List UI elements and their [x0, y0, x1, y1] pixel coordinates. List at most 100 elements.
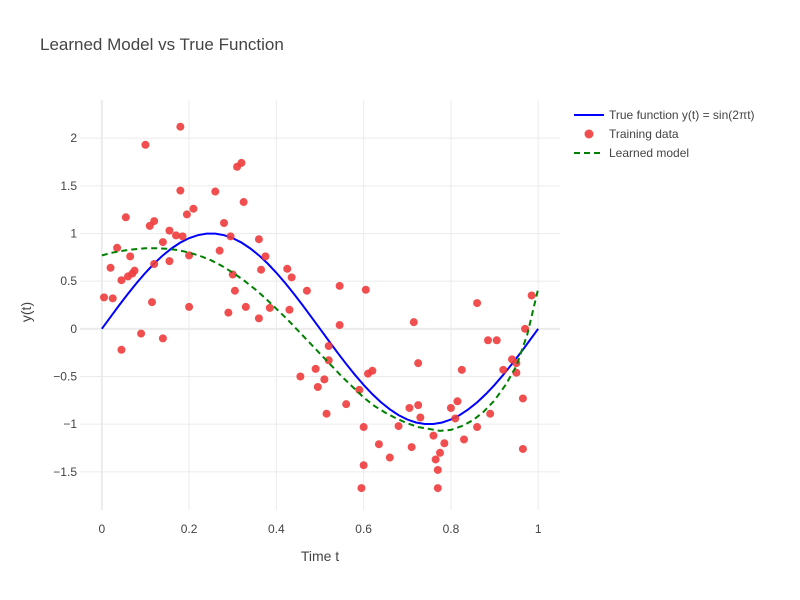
training-data-point	[374, 440, 383, 449]
training-data-point	[296, 372, 305, 381]
y-tick-label: 1	[70, 226, 77, 240]
training-data-point	[283, 264, 292, 273]
training-data-point	[137, 329, 146, 338]
y-tick-label: 1.5	[60, 179, 77, 193]
legend-item-true-function[interactable]: True function y(t) = sin(2πt)	[574, 108, 755, 122]
training-data-point	[176, 122, 185, 131]
y-tick-label: −1.5	[53, 465, 77, 479]
training-data-point	[457, 365, 466, 374]
learned-model-series	[101, 247, 540, 432]
training-data-point	[499, 365, 508, 374]
training-data-point	[335, 281, 344, 290]
training-data-point	[357, 484, 366, 493]
training-data-point	[126, 252, 135, 261]
training-data-point	[285, 305, 294, 314]
plot-traces	[100, 122, 540, 493]
training-data-point	[239, 198, 248, 207]
training-data-point	[361, 285, 370, 294]
training-data-point	[165, 257, 174, 266]
training-data-point	[150, 217, 159, 226]
legend[interactable]: True function y(t) = sin(2πt) Training d…	[574, 108, 755, 160]
x-tick-label: 0.2	[181, 522, 198, 536]
training-data-point	[355, 385, 364, 394]
training-data-point	[433, 484, 442, 493]
training-data-point	[394, 422, 403, 431]
training-data-point	[158, 334, 167, 343]
training-data-point	[182, 210, 191, 219]
training-data-point	[414, 401, 423, 410]
x-tick-label: 0.6	[355, 522, 372, 536]
training-data-point	[335, 321, 344, 330]
y-tick-label: 0	[70, 322, 77, 336]
training-data-point	[130, 266, 139, 275]
training-data-point	[431, 455, 440, 464]
training-data-point	[100, 293, 108, 302]
training-data-point	[518, 394, 527, 403]
training-data-point	[230, 286, 239, 295]
training-data-point	[460, 435, 468, 444]
legend-label: Learned model	[609, 146, 689, 160]
y-axis-label: y(t)	[18, 302, 34, 322]
y-tick-label: −0.5	[53, 370, 77, 384]
true-function-series	[101, 232, 539, 425]
training-data-point	[117, 276, 126, 285]
training-data-point	[436, 448, 444, 457]
training-data-point	[165, 226, 174, 235]
training-data-point	[440, 439, 449, 448]
y-tick-label: 2	[70, 131, 77, 145]
training-data-point	[158, 238, 167, 247]
training-data-point	[492, 336, 501, 345]
training-data-point	[254, 235, 263, 244]
training-data-point	[313, 383, 322, 391]
y-tick-label: 0.5	[60, 274, 77, 288]
x-tick-labels: 0 0.2 0.4 0.6 0.8 1	[98, 522, 541, 536]
training-data-point	[257, 265, 266, 274]
training-data-point	[473, 423, 482, 432]
training-data-point	[176, 186, 185, 195]
training-data-point	[265, 303, 274, 312]
legend-item-training-data[interactable]: Training data	[584, 127, 679, 141]
training-data-point	[211, 187, 220, 196]
x-axis-label: Time t	[301, 548, 339, 564]
training-data-point	[521, 324, 530, 333]
training-data-point	[121, 213, 130, 222]
training-data-point	[409, 318, 418, 327]
chart-title: Learned Model vs True Function	[40, 35, 284, 54]
training-data-point	[473, 299, 482, 308]
training-data-point	[226, 232, 235, 241]
training-data-point	[324, 356, 333, 365]
training-data-point	[215, 246, 224, 255]
training-data-point	[220, 219, 228, 227]
training-data-point	[368, 366, 377, 375]
legend-label: True function y(t) = sin(2πt)	[609, 108, 755, 122]
training-data-point	[405, 403, 414, 412]
training-data-point	[150, 260, 159, 268]
training-data-point	[486, 409, 495, 418]
grid-lines	[80, 100, 560, 510]
training-data-point	[113, 243, 122, 252]
learned-model-line	[101, 247, 540, 432]
training-data-point	[302, 286, 311, 295]
training-data-point	[311, 364, 320, 373]
legend-item-learned-model[interactable]: Learned model	[574, 146, 689, 160]
training-data-point	[518, 444, 527, 453]
x-tick-label: 0.4	[268, 522, 285, 536]
x-tick-label: 0	[98, 522, 105, 536]
training-data-point	[407, 443, 416, 452]
training-data-point	[527, 291, 536, 300]
training-data-point	[320, 375, 329, 384]
training-data-point	[172, 231, 180, 240]
legend-marker-icon	[584, 129, 594, 139]
training-data-point	[141, 140, 150, 149]
training-data-point	[108, 294, 117, 303]
training-data-point	[322, 409, 331, 418]
training-data-point	[451, 414, 460, 423]
training-data-point	[189, 204, 198, 213]
training-data-point	[359, 461, 368, 470]
training-data-point	[416, 413, 425, 422]
training-data-point	[342, 400, 351, 409]
training-data-point	[287, 273, 296, 282]
training-data-point	[148, 298, 156, 307]
